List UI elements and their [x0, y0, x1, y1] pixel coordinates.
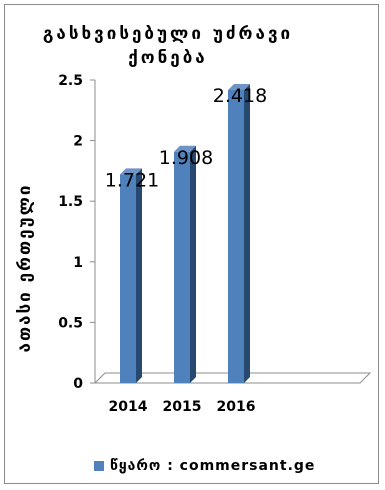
- bar: [174, 145, 196, 383]
- y-tick-label: 1.5: [58, 194, 83, 210]
- y-axis-label: ათასი ერთეული: [15, 184, 35, 353]
- chart-bars: [120, 83, 250, 383]
- bar: [228, 83, 250, 383]
- bar: [120, 168, 142, 383]
- chart-title-line-2: ქონება: [128, 48, 208, 68]
- chart-floor: [93, 372, 372, 384]
- y-tick-label: 0.5: [58, 315, 83, 331]
- y-tick-label: 2.5: [58, 73, 83, 89]
- bar-data-label: 1.908: [159, 147, 213, 169]
- legend-label: წყარო : commersant.ge: [110, 458, 316, 474]
- bar-data-label: 2.418: [213, 85, 267, 107]
- chart-title: გასხვისებული უძრავი ქონება: [18, 22, 318, 70]
- legend: წყარო : commersant.ge: [94, 458, 315, 474]
- x-tick-label: 2015: [163, 399, 202, 415]
- chart-labels: 0 0.5 1 1.5 2 2.5 1.721 2014 1.908 2015 2.418 2016: [58, 73, 267, 415]
- chart-title-line-1: გასხვისებული უძრავი: [42, 24, 294, 44]
- bar-data-label: 1.721: [105, 169, 159, 191]
- legend-swatch: [94, 461, 104, 471]
- chart-axes: [90, 79, 372, 384]
- y-tick-label: 0: [73, 376, 83, 392]
- x-tick-label: 2016: [217, 399, 256, 415]
- y-tick-label: 1: [73, 255, 83, 271]
- y-tick-label: 2: [73, 134, 83, 150]
- x-tick-label: 2014: [109, 399, 148, 415]
